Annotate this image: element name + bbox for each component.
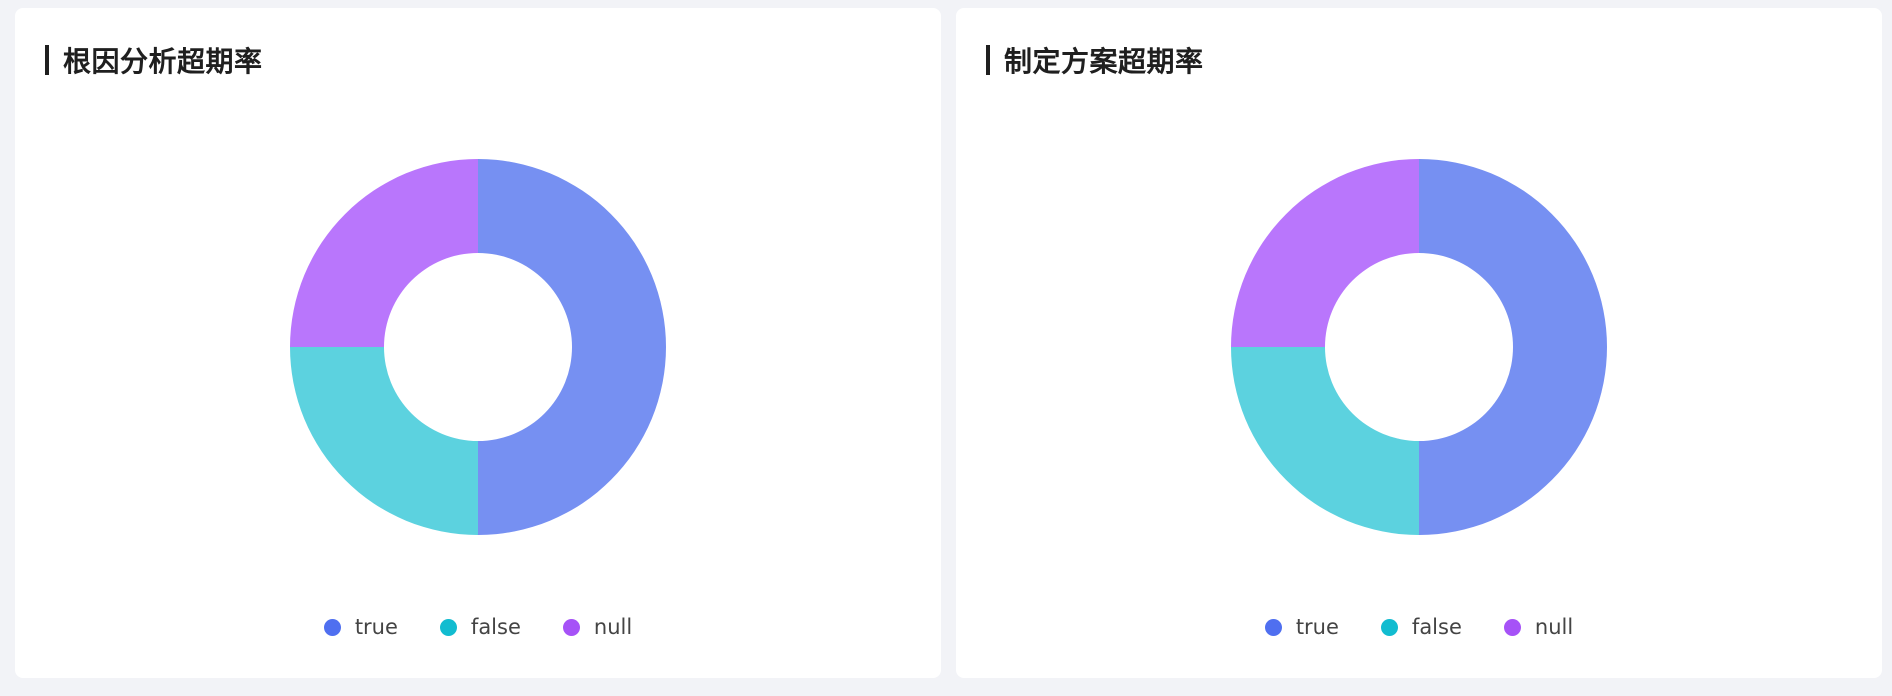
chart-legend: true false null (15, 615, 941, 639)
donut-slice-false[interactable] (1231, 347, 1419, 535)
legend-dot-true-icon (1265, 619, 1282, 636)
donut-slice-null[interactable] (1231, 159, 1419, 347)
legend-item-true[interactable]: true (324, 615, 398, 639)
legend-dot-null-icon (1504, 619, 1521, 636)
chart-card-plan: 制定方案超期率 true false null (956, 8, 1882, 678)
legend-item-null[interactable]: null (563, 615, 632, 639)
legend-item-null[interactable]: null (1504, 615, 1573, 639)
donut-chart (956, 8, 1882, 608)
legend-dot-false-icon (1381, 619, 1398, 636)
legend-item-false[interactable]: false (440, 615, 521, 639)
legend-label: null (1535, 615, 1573, 639)
legend-item-false[interactable]: false (1381, 615, 1462, 639)
donut-slice-false[interactable] (290, 347, 478, 535)
legend-dot-false-icon (440, 619, 457, 636)
legend-label: false (1412, 615, 1462, 639)
legend-item-true[interactable]: true (1265, 615, 1339, 639)
legend-label: true (355, 615, 398, 639)
donut-chart (15, 8, 941, 608)
donut-slice-true[interactable] (1419, 159, 1607, 535)
legend-label: null (594, 615, 632, 639)
donut-slice-true[interactable] (478, 159, 666, 535)
donut-slice-null[interactable] (290, 159, 478, 347)
legend-dot-null-icon (563, 619, 580, 636)
chart-card-root-cause: 根因分析超期率 true false null (15, 8, 941, 678)
legend-dot-true-icon (324, 619, 341, 636)
legend-label: true (1296, 615, 1339, 639)
legend-label: false (471, 615, 521, 639)
chart-legend: true false null (956, 615, 1882, 639)
